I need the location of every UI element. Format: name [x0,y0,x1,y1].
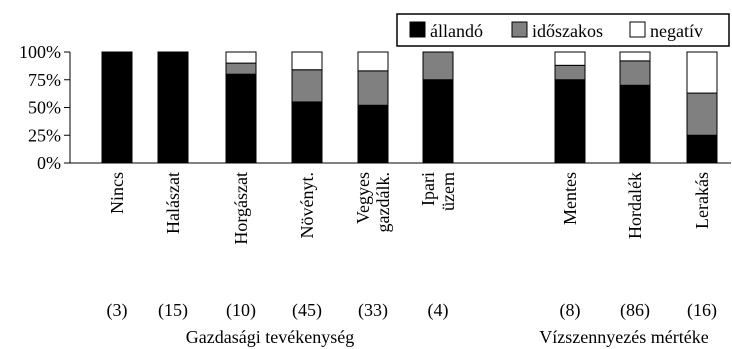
bar-lerakas-allando [686,134,718,164]
bar-vegyes-gazdalk-negativ [357,51,389,72]
legend-swatch-idoszakos [511,21,528,38]
bar-ipari-uzem-allando [422,79,454,164]
category-label-text: Hordalék [625,172,645,239]
count-label-nincs: (3) [107,300,128,321]
legend-swatch-allando [409,21,426,38]
bar-mentes-negativ [554,51,586,66]
category-label-hordalek: Hordalék [625,172,645,239]
category-label-text: Lerakás [692,172,712,229]
count-label-novenyt: (45) [292,300,322,321]
y-tick-label: 75% [28,70,61,90]
legend: állandó időszakos negatív [396,13,730,47]
category-label-text: Ipari [418,172,438,206]
bar-vegyes-gazdalk-idoszakos [357,70,389,106]
category-label-text: Vegyes [353,172,373,224]
category-label-vegyes-gazdalk: Vegyes gazdálk. [353,172,393,232]
bar-mentes-allando [554,79,586,164]
y-tick-label: 50% [28,98,61,118]
category-labels: Nincs Halászat Horgászat Növényt. Vegyes gazd… [107,172,712,245]
group-label-gazdasagi: Gazdasági tevékenység [186,327,354,347]
count-label-lerakas: (16) [687,300,717,321]
bar-novenyt-allando [291,101,323,164]
legend-label-allando: állandó [430,21,483,41]
count-label-halaszat: (15) [158,300,188,321]
category-label-horgaszat: Horgászat [231,172,251,245]
count-label-ipari-uzem: (4) [428,300,449,321]
bar-hordalek-allando [619,84,651,164]
category-label-nincs: Nincs [107,172,127,214]
bar-horgaszat-idoszakos [225,62,257,75]
bar-ipari-uzem-idoszakos [422,51,454,81]
bar-halaszat-allando [157,51,189,164]
bar-hordalek-idoszakos [619,60,651,86]
category-label-text: Halászat [163,172,183,234]
count-label-horgaszat: (10) [226,300,256,321]
category-label-lerakas: Lerakás [692,172,712,229]
category-label-text: Nincs [107,172,127,214]
y-tick-label: 25% [28,125,61,145]
bar-novenyt-idoszakos [291,69,323,103]
category-label-mentes: Mentes [560,172,580,225]
legend-box [396,13,730,47]
y-tick-label: 0% [37,153,61,173]
bar-nincs-allando [101,51,133,164]
bar-lerakas-negativ [686,51,718,94]
bars [101,51,718,164]
category-label-text: gazdálk. [373,172,393,232]
legend-label-negativ: negatív [650,21,703,41]
bar-hordalek-negativ [619,51,651,62]
legend-swatch-negativ [629,21,646,38]
group-label-vizszennyezes: Vízszennyezés mértéke [539,327,708,347]
bar-mentes-idoszakos [554,64,586,81]
bar-lerakas-idoszakos [686,92,718,136]
category-label-ipari-uzem: Ipari üzem [418,172,458,211]
category-label-text: Horgászat [231,172,251,245]
bar-horgaszat-negativ [225,51,257,64]
count-label-mentes: (8) [560,300,581,321]
bar-horgaszat-allando [225,73,257,164]
y-tick-label: 100% [19,42,61,62]
count-label-vegyes-gazdalk: (33) [358,300,388,321]
bar-vegyes-gazdalk-allando [357,104,389,164]
category-label-halaszat: Halászat [163,172,183,234]
y-axis-ticks: 0% 25% 50% 75% 100% [19,42,70,173]
category-label-text: üzem [438,172,458,211]
category-label-text: Mentes [560,172,580,225]
count-label-hordalek: (86) [620,300,650,321]
bar-novenyt-negativ [291,51,323,71]
count-labels: (3) (15) (10) (45) (33) (4) (8) (86) (16) [107,300,718,321]
legend-label-idoszakos: időszakos [532,21,603,41]
category-label-novenyt: Növényt. [297,172,317,239]
category-label-text: Növényt. [297,172,317,239]
